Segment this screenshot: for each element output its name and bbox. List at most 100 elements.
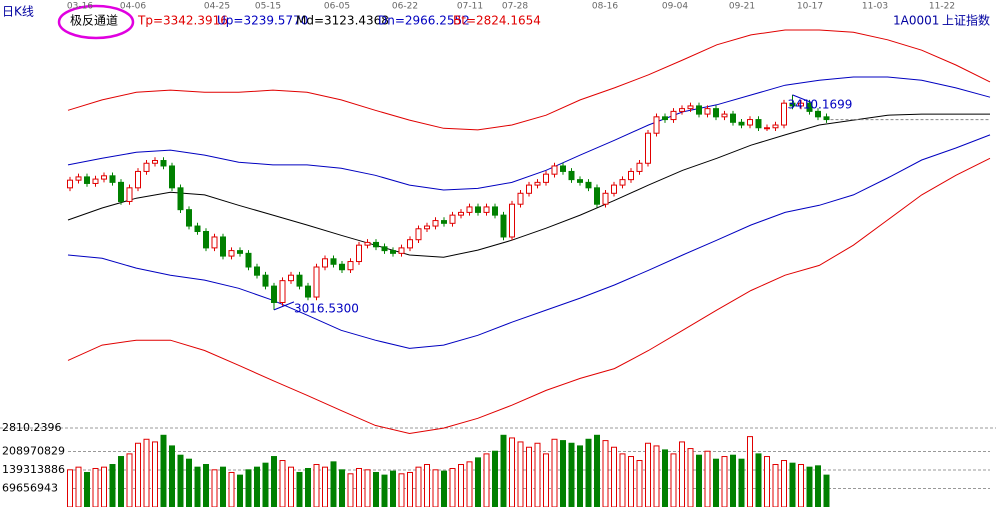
date-label: 09-04 [662, 2, 688, 12]
volume-bar [747, 436, 753, 507]
date-label: 10-17 [797, 2, 823, 12]
candle-body [670, 110, 677, 121]
candle-body [364, 241, 371, 246]
volume-bar [67, 469, 73, 507]
volume-bar [551, 438, 558, 507]
candle-body [602, 192, 609, 205]
candle-body [160, 160, 167, 167]
legend-entry: Up=3239.5770 [217, 14, 308, 28]
candle-body [594, 187, 600, 205]
candle-body [551, 165, 558, 175]
candle-body [373, 241, 379, 248]
candle-body [220, 236, 226, 257]
candle-body [390, 250, 396, 254]
candle-body [543, 173, 549, 183]
volume-bar [194, 466, 201, 507]
volume-bar [823, 474, 830, 507]
volume-bar [670, 453, 677, 507]
volume-bar [492, 450, 498, 507]
candle-body [143, 162, 150, 172]
volume-bar [305, 467, 311, 507]
candle-body [662, 116, 668, 121]
annotation: 3410.1699 [788, 97, 853, 111]
volume-bar [339, 469, 345, 507]
candle-body [466, 206, 473, 213]
volume-bar [781, 460, 787, 507]
candle-body [441, 220, 447, 224]
candle-body [237, 250, 243, 254]
candle-body [568, 170, 575, 181]
candle-body [296, 274, 303, 287]
candle-body [245, 252, 252, 268]
candle-body [432, 220, 439, 227]
candle-body [611, 184, 617, 194]
candle-body [636, 162, 643, 172]
candle-body [186, 209, 192, 227]
volume-bar [126, 453, 133, 507]
y-tick-label: 69656943 [2, 482, 58, 495]
candle-body [330, 258, 337, 265]
candle-body [781, 102, 787, 126]
volume-bar [500, 434, 507, 507]
volume-bar [543, 453, 549, 507]
band-line [67, 29, 991, 131]
candle-body [628, 170, 634, 181]
candle-body [517, 192, 524, 205]
legend-entry: Dn=2966.2552 [378, 14, 470, 28]
volume-bar [466, 461, 473, 507]
candle-body [653, 116, 660, 134]
candle-body [152, 160, 158, 164]
candle-body [747, 119, 753, 126]
volume-bar [109, 464, 116, 507]
indicator-name: 极反通道 [70, 14, 118, 28]
volume-bar [772, 464, 779, 507]
candle-body [339, 263, 345, 271]
date-label: 06-05 [324, 2, 350, 12]
symbol-name: 上证指数 [942, 13, 990, 28]
date-label: 04-25 [204, 2, 230, 12]
date-label: 07-11 [457, 2, 483, 12]
volume-bar [390, 470, 396, 507]
volume-bar [789, 462, 796, 507]
volume-bar [560, 440, 566, 507]
volume-bar [483, 453, 490, 507]
candle-body [679, 108, 685, 112]
volume-bar [432, 469, 439, 507]
candle-body [475, 206, 481, 213]
volume-bar [806, 466, 813, 507]
highlight-ellipse [57, 4, 135, 40]
volume-bar [687, 448, 694, 507]
volume-bar [356, 467, 362, 507]
volume-bar [602, 440, 609, 507]
candle-body [789, 102, 796, 107]
volume-bar [585, 438, 592, 507]
candle-body [288, 274, 294, 282]
candle-body [619, 179, 626, 186]
volume-bar [619, 453, 626, 507]
volume-bar [568, 442, 575, 507]
chart-title: 日K线 [2, 5, 34, 19]
candle-body [322, 258, 328, 268]
candle-body [92, 178, 99, 184]
candle-body [262, 274, 269, 287]
candle-body [381, 246, 388, 252]
y-tick-label: 208970829 [2, 445, 65, 458]
volume-bar [798, 464, 804, 507]
volume-bar [254, 466, 260, 507]
candle-body [815, 110, 821, 118]
candle-body [398, 247, 405, 254]
volume-bar [262, 462, 269, 507]
volume-bar [330, 461, 337, 507]
volume-bar [296, 471, 303, 507]
volume-bar [288, 466, 294, 507]
candle-body [84, 176, 90, 184]
candle-body [67, 179, 73, 189]
candle-body [415, 228, 422, 241]
annotation-pointer [273, 301, 295, 311]
annotation-pointer [792, 94, 813, 104]
volume-bar [203, 464, 209, 507]
volume-bar [577, 445, 583, 507]
band-line [67, 157, 991, 435]
candle-body [279, 280, 286, 303]
volume-bar [415, 466, 422, 507]
